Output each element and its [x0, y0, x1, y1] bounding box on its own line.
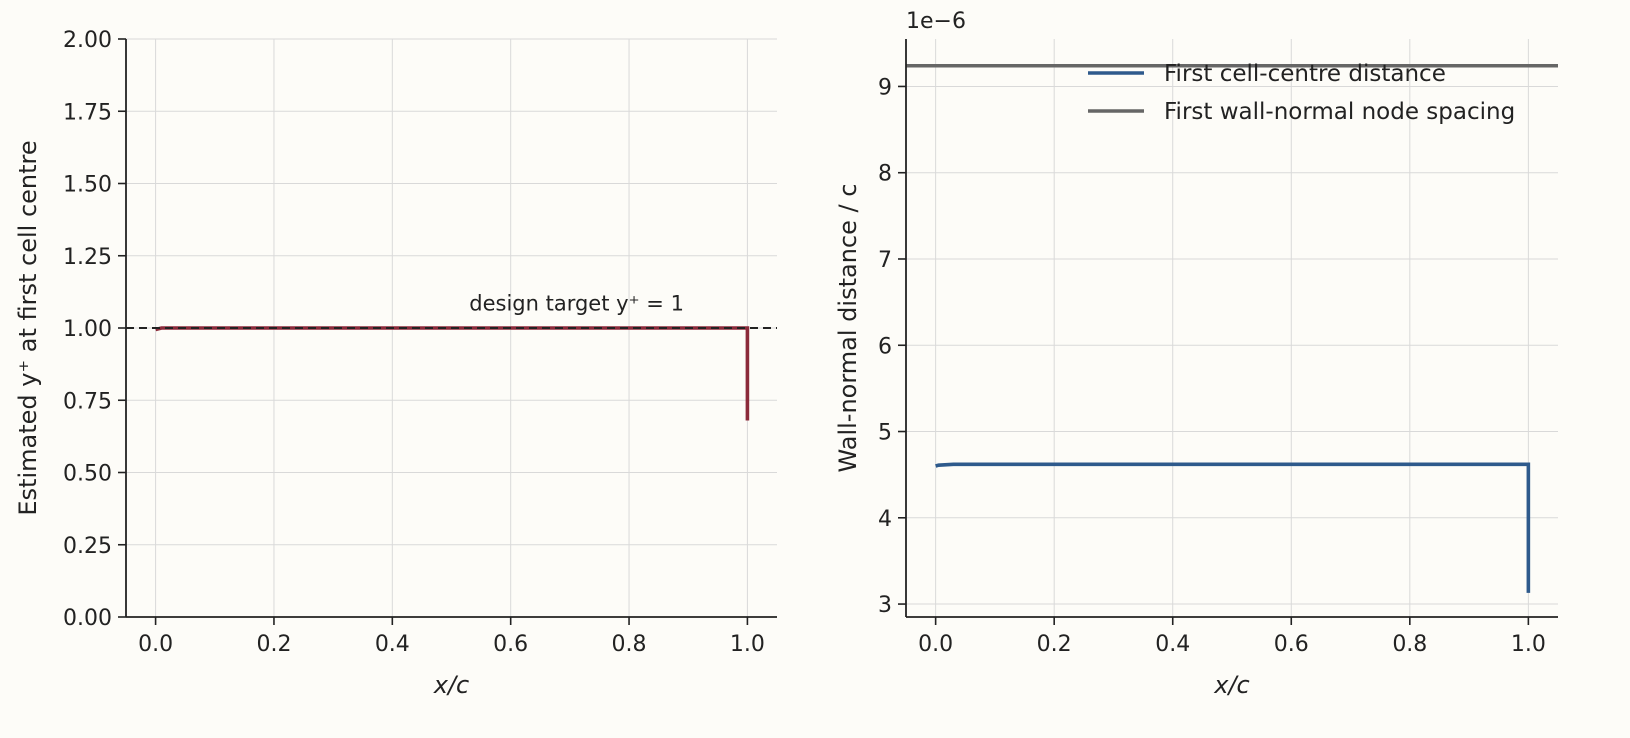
right-chart: 0.0 0.2 0.4 0.6 0.8 1.0 3 4 5 6 7 8 9 1e−6 x/c Wall…: [834, 9, 1558, 699]
right-series: [906, 63, 1558, 593]
x-tick-label: 0.2: [256, 632, 291, 657]
y-tick-label: 4: [878, 507, 892, 532]
right-axes-spines: [905, 39, 1558, 618]
y-tick-label: 5: [878, 421, 892, 446]
right-x-ticks: 0.0 0.2 0.4 0.6 0.8 1.0: [918, 617, 1546, 657]
y-tick-label: 1.25: [63, 245, 112, 270]
right-legend: First cell-centre distance First wall-nor…: [1088, 61, 1515, 125]
y-tick-label: 7: [878, 248, 892, 273]
y-tick-label: 0.00: [63, 606, 112, 631]
y-tick-label: 1.75: [63, 100, 112, 125]
x-tick-label: 0.8: [1392, 632, 1427, 657]
right-y-ticks: 3 4 5 6 7 8 9: [878, 75, 906, 618]
left-chart: design target y⁺ = 1 0.0 0.2 0.4 0.6 0.8 1.0 …: [14, 28, 777, 699]
right-y-offset-text: 1e−6: [906, 9, 966, 34]
x-tick-label: 0.4: [375, 632, 410, 657]
y-tick-label: 0.75: [63, 389, 112, 414]
series-line: [155, 326, 750, 421]
x-tick-label: 0.6: [493, 632, 528, 657]
legend-label: First cell-centre distance: [1164, 61, 1446, 87]
left-x-ticks: 0.0 0.2 0.4 0.6 0.8 1.0: [138, 617, 765, 657]
x-tick-label: 0.4: [1155, 632, 1190, 657]
x-tick-label: 0.0: [138, 632, 173, 657]
x-tick-label: 0.6: [1274, 632, 1309, 657]
y-tick-label: 6: [878, 334, 892, 359]
x-tick-label: 1.0: [1511, 632, 1546, 657]
design-target-annotation: design target y⁺ = 1: [469, 292, 684, 316]
y-tick-label: 1.50: [63, 173, 112, 198]
x-tick-label: 0.2: [1037, 632, 1072, 657]
left-series: [155, 326, 750, 421]
x-tick-label: 0.0: [918, 632, 953, 657]
y-tick-label: 1.00: [63, 317, 112, 342]
right-x-axis-label: x/c: [1213, 671, 1249, 699]
y-tick-label: 0.50: [63, 462, 112, 487]
y-tick-label: 9: [878, 75, 892, 100]
y-tick-label: 8: [878, 162, 892, 187]
right-grid: [906, 39, 1558, 617]
y-tick-label: 3: [878, 593, 892, 618]
right-y-axis-label: Wall-normal distance / c: [834, 184, 862, 473]
x-tick-label: 0.8: [612, 632, 647, 657]
left-x-axis-label: x/c: [433, 671, 469, 699]
series-line-first-cell-centre-distance: [935, 462, 1531, 593]
y-tick-label: 0.25: [63, 534, 112, 559]
legend-label: First wall-normal node spacing: [1164, 99, 1515, 125]
left-y-ticks: 0.00 0.25 0.50 0.75 1.00 1.25 1.50 1.75 2.00: [63, 28, 126, 631]
left-y-axis-label: Estimated y⁺ at first cell centre: [14, 140, 42, 515]
x-tick-label: 1.0: [730, 632, 765, 657]
y-tick-label: 2.00: [63, 28, 112, 53]
